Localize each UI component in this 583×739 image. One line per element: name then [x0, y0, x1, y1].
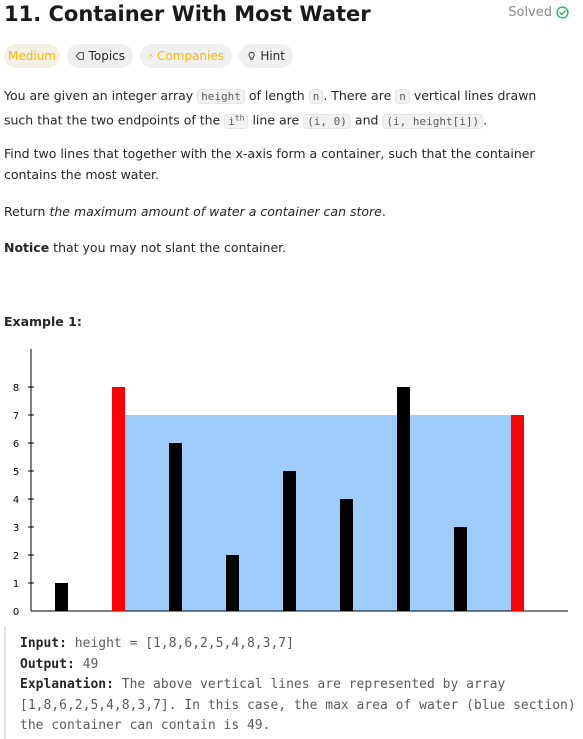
hint-label: Hint [260, 49, 285, 63]
companies-button[interactable]: Companies [140, 44, 232, 68]
example-output-line: Output: 49 [20, 656, 99, 672]
height-bar [55, 583, 68, 611]
example-block: Input: height = [1,8,6,2,5,4,8,3,7] Outp… [4, 626, 579, 739]
solved-label: Solved [508, 5, 552, 20]
tag-row: Medium Topics Companies Hint [4, 44, 293, 68]
highlight-bar [112, 387, 125, 611]
height-bar [454, 527, 467, 611]
highlight-bar [511, 415, 524, 611]
problem-title: 11. Container With Most Water [4, 2, 371, 26]
lock-icon [148, 53, 153, 59]
topics-button[interactable]: Topics [67, 44, 133, 68]
y-tick-label: 3 [13, 523, 19, 534]
height-bar [340, 499, 353, 611]
y-tick-label: 6 [13, 439, 19, 450]
y-tick-label: 5 [13, 467, 19, 478]
y-tick-label: 1 [13, 579, 19, 590]
difficulty-badge[interactable]: Medium [4, 44, 60, 68]
example-title: Example 1: [4, 314, 82, 329]
description-paragraph-2: Find two lines that together with the x-… [4, 146, 535, 182]
inline-code: n [308, 89, 324, 104]
topics-label: Topics [88, 49, 125, 63]
height-bar [226, 555, 239, 611]
example-input-line: Input: height = [1,8,6,2,5,4,8,3,7] [20, 636, 294, 651]
inline-code: n [395, 89, 410, 104]
description-paragraph-3: Return the maximum amount of water a con… [4, 204, 386, 219]
y-tick-label: 4 [13, 495, 19, 506]
height-bar [283, 471, 296, 611]
y-tick-label: 7 [13, 411, 19, 422]
water-area [118, 415, 517, 611]
tag-icon [75, 52, 84, 60]
y-tick-label: 0 [13, 607, 19, 617]
description-paragraph-1: You are given an integer array height of… [4, 88, 537, 129]
lightbulb-icon [248, 51, 255, 60]
inline-code: (i, 0) [303, 113, 351, 129]
inline-code: ith [224, 113, 249, 129]
height-bar [169, 443, 182, 611]
y-tick-label: 2 [13, 551, 19, 562]
hint-button[interactable]: Hint [239, 44, 293, 68]
difficulty-label: Medium [8, 49, 56, 63]
container-chart: 0 1 2 3 4 5 6 7 8 [13, 349, 568, 617]
inline-code: height [197, 89, 245, 104]
height-bar [397, 387, 410, 611]
description-paragraph-4: Notice that you may not slant the contai… [4, 240, 287, 255]
check-circle-icon [556, 6, 569, 19]
companies-label: Companies [157, 49, 224, 63]
example-explanation: Explanation: The above vertical lines ar… [20, 677, 576, 733]
y-tick-label: 8 [13, 383, 19, 394]
solved-status: Solved [508, 5, 569, 20]
inline-code: (i, height[i]) [382, 113, 484, 129]
